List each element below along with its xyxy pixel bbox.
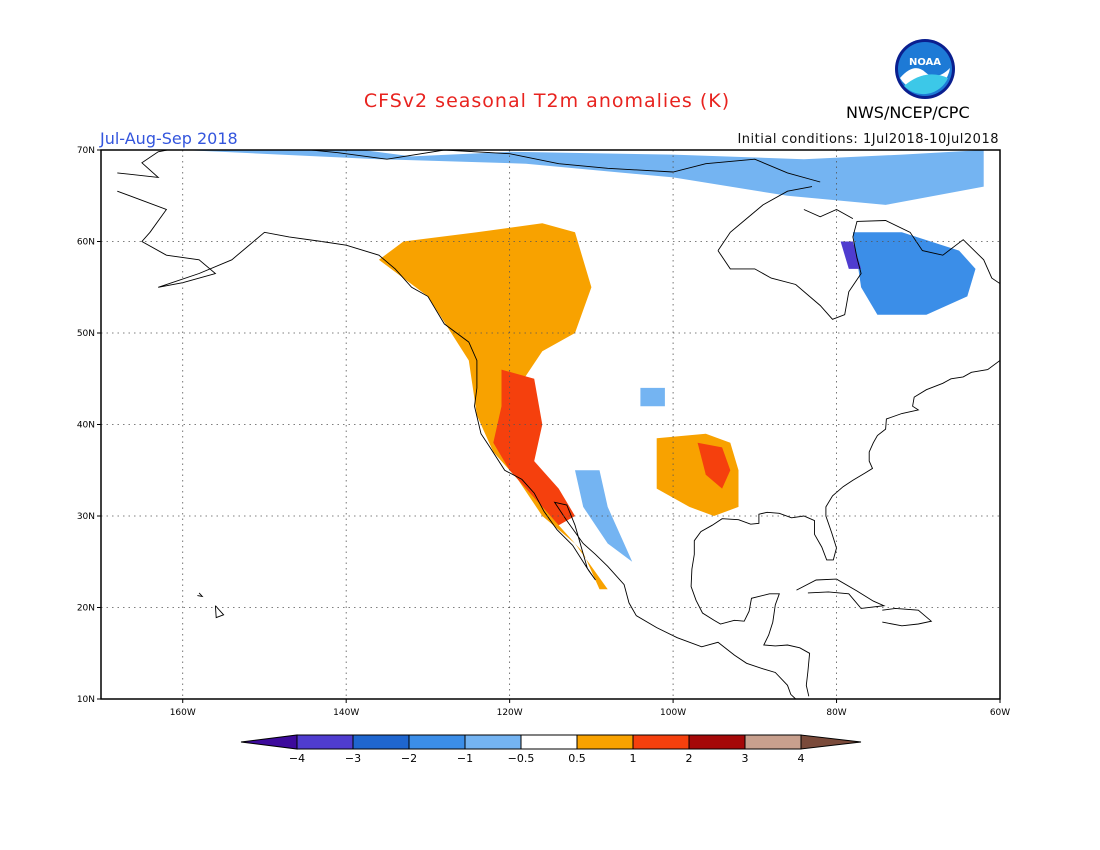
latitude-label: 70N [77,146,95,156]
colorbar-arrow-right [800,734,862,750]
colorbar-swatch [576,734,634,750]
map-title: CFSv2 seasonal T2m anomalies (K) [363,90,731,112]
longitude-labels: 160W 140W 120W 100W 80W 60W [170,699,1010,718]
colorbar-label: −4 [289,752,305,765]
colorbar-arrow-left [240,734,298,750]
colorbar-label: 0.5 [568,752,586,765]
anomaly-region-western-us-core [493,369,575,526]
colorbar-swatch [464,734,522,750]
coastline-segment [717,220,1000,320]
anomaly-region-northern-plains [640,387,665,407]
latitude-label: 30N [77,512,95,522]
latitude-label: 10N [77,695,95,705]
latitude-label: 20N [77,604,95,614]
noaa-logo: NOAA [895,39,955,99]
colorbar-swatch [744,734,802,750]
coastline-segment [197,592,204,598]
colorbar-label: −0.5 [508,752,535,765]
colorbar-label: −3 [345,752,361,765]
longitude-label: 100W [660,708,686,718]
graticule [101,150,1000,699]
longitude-label: 120W [497,708,523,718]
colorbar-label: 3 [742,752,749,765]
coastline-segment [214,605,225,619]
anomaly-region-hudson-bay-east [840,241,862,269]
coastline-segment [690,360,1000,697]
anomaly-regions [182,150,984,590]
anomaly-region-southwest-us [575,470,633,562]
svg-text:NOAA: NOAA [909,57,941,68]
latitude-labels: 70N 60N 50N 40N 30N 20N 10N [77,146,101,705]
coastline-segment [882,607,933,627]
colorbar: −4 −3 −2 −1 −0.5 0.5 1 2 3 4 [240,734,862,765]
coastline-segment [717,186,813,251]
longitude-label: 160W [170,708,196,718]
colorbar-swatch [408,734,466,750]
latitude-label: 60N [77,238,95,248]
colorbar-label: 1 [630,752,637,765]
anomaly-region-arctic-canada [182,150,984,205]
season-label: Jul-Aug-Sep 2018 [100,129,238,148]
latitude-label: 40N [77,421,95,431]
coastline-segment [796,578,886,609]
colorbar-swatch [520,734,578,750]
anomaly-region-pacific-northwest-canada [378,223,608,590]
longitude-label: 140W [333,708,359,718]
colorbar-swatch [352,734,410,750]
colorbar-swatch [688,734,746,750]
colorbar-label: 2 [686,752,693,765]
colorbar-label: 4 [798,752,805,765]
longitude-label: 80W [826,708,846,718]
coastline-segment [117,150,339,179]
colorbar-swatch [296,734,354,750]
latitude-label: 50N [77,329,95,339]
colorbar-label: −1 [457,752,473,765]
agency-label: NWS/NCEP/CPC [846,103,970,122]
anomaly-region-southern-plains-core [697,442,731,489]
coastlines [117,150,1000,699]
colorbar-swatch [632,734,690,750]
initial-conditions-label: Initial conditions: 1Jul2018-10Jul2018 [737,132,999,147]
anomaly-region-labrador-quebec [852,232,976,315]
coastline-segment [803,208,854,219]
longitude-label: 60W [990,708,1010,718]
coastline-segment [117,190,797,699]
colorbar-label: −2 [401,752,417,765]
coastline-segment [337,150,821,183]
